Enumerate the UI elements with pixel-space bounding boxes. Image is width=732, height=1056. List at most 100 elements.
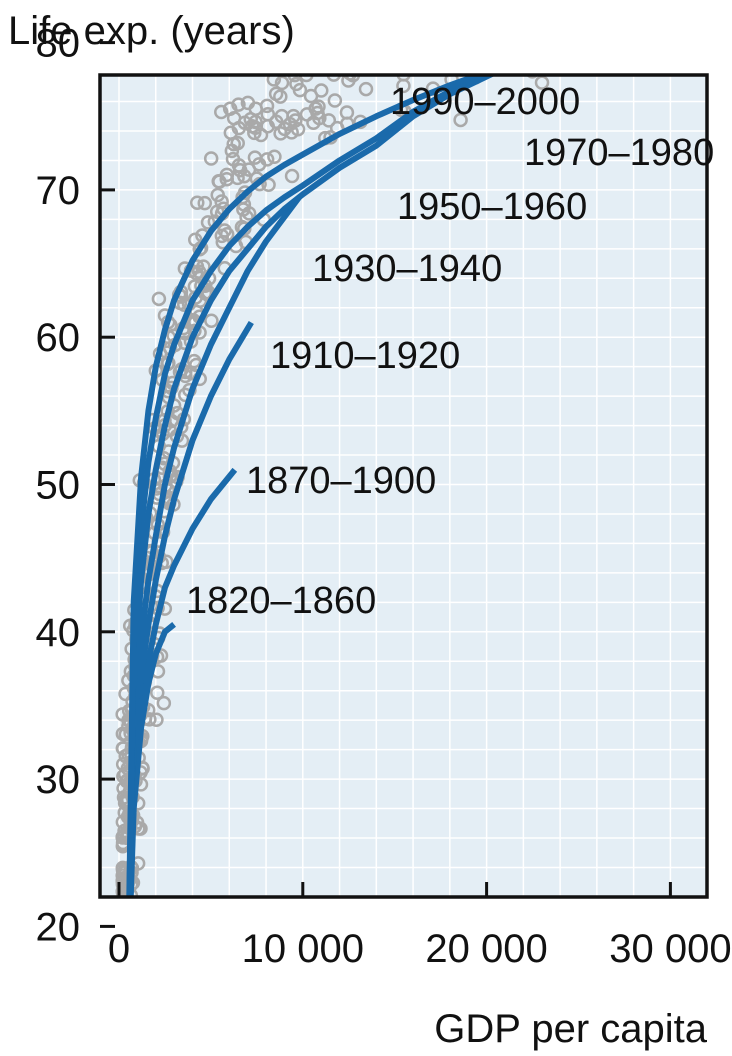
scatter-point xyxy=(579,25,591,37)
scatter-point xyxy=(495,9,507,21)
scatter-point xyxy=(362,52,374,64)
scatter-point xyxy=(441,37,453,49)
scatter-point xyxy=(367,39,379,51)
scatter-point xyxy=(554,34,566,46)
scatter-point xyxy=(465,48,477,60)
scatter-point xyxy=(230,170,245,186)
scatter-point xyxy=(356,9,368,21)
scatter-point xyxy=(511,44,523,56)
scatter-point xyxy=(117,911,129,923)
scatter-point xyxy=(456,17,468,29)
scatter-point xyxy=(596,13,608,25)
scatter-point xyxy=(267,149,282,165)
scatter-point xyxy=(118,910,130,922)
scatter-point xyxy=(351,19,363,31)
scatter-point xyxy=(438,33,450,45)
y-tick-label: 40 xyxy=(36,611,81,655)
scatter-point xyxy=(326,75,342,82)
scatter-point xyxy=(582,44,594,56)
scatter-point xyxy=(548,38,560,50)
scatter-point xyxy=(456,26,468,38)
scatter-point xyxy=(388,28,400,40)
scatter-point xyxy=(240,95,256,111)
scatter-point xyxy=(226,136,241,152)
scatter-point xyxy=(417,26,429,38)
scatter-point xyxy=(191,264,207,279)
scatter-point xyxy=(581,44,593,56)
scatter-point xyxy=(533,15,545,27)
scatter-point xyxy=(403,17,415,29)
scatter-point xyxy=(396,75,411,82)
scatter-point xyxy=(402,42,414,54)
scatter-point xyxy=(502,9,514,21)
scatter-point xyxy=(587,9,599,21)
scatter-point xyxy=(424,57,436,69)
scatter-point xyxy=(339,105,355,120)
scatter-point xyxy=(489,12,501,24)
curve-label: 1870–1900 xyxy=(246,460,436,502)
scatter-point xyxy=(591,54,603,66)
scatter-point xyxy=(516,48,528,60)
scatter-point xyxy=(433,57,445,69)
scatter-point xyxy=(613,43,625,55)
scatter-point xyxy=(564,28,576,40)
scatter-point xyxy=(156,695,172,711)
x-axis-title: GDP per capita xyxy=(434,1007,707,1051)
scatter-point xyxy=(119,896,126,897)
scatter-point xyxy=(496,38,508,50)
scatter-point xyxy=(394,48,406,60)
scatter-point xyxy=(606,52,618,64)
scatter-point xyxy=(151,291,167,307)
scatter-point xyxy=(327,93,343,108)
scatter-point xyxy=(576,22,588,34)
scatter-point xyxy=(391,36,403,48)
scatter-point xyxy=(598,38,610,50)
scatter-point xyxy=(506,24,518,36)
scatter-point xyxy=(599,9,611,21)
scatter-point xyxy=(619,33,631,45)
scatter-point xyxy=(409,27,421,39)
scatter-point xyxy=(197,195,213,211)
scatter-point xyxy=(546,10,558,22)
scatter-point xyxy=(349,58,361,70)
scatter-point xyxy=(118,902,130,914)
scatter-point xyxy=(475,20,487,32)
scatter-point xyxy=(535,27,547,39)
scatter-point xyxy=(568,48,580,60)
scatter-point xyxy=(610,9,622,21)
scatter-point xyxy=(391,36,403,48)
scatter-point xyxy=(359,8,371,20)
scatter-point xyxy=(578,44,590,56)
scatter-point xyxy=(292,82,308,98)
scatter-point xyxy=(200,215,216,230)
x-tick-label: 10 000 xyxy=(242,927,364,971)
scatter-point xyxy=(525,10,537,22)
scatter-point xyxy=(237,168,252,184)
scatter-point xyxy=(244,118,260,134)
scatter-point xyxy=(572,30,584,42)
scatter-point xyxy=(521,24,533,36)
scatter-point xyxy=(612,18,624,30)
scatter-point xyxy=(259,98,275,114)
scatter-point xyxy=(321,113,337,128)
scatter-point xyxy=(451,23,463,35)
scatter-point xyxy=(544,22,556,34)
scatter-point xyxy=(358,81,374,97)
scatter-point xyxy=(620,20,632,32)
scatter-point xyxy=(285,52,297,64)
scatter-point xyxy=(532,39,544,51)
curve-line xyxy=(126,195,302,897)
scatter-point xyxy=(332,51,344,63)
scatter-point xyxy=(237,115,253,130)
scatter-point xyxy=(421,27,433,39)
scatter-point xyxy=(455,34,467,46)
scatter-point xyxy=(281,54,293,66)
scatter-point xyxy=(542,35,554,47)
x-tick-label: 30 000 xyxy=(609,927,731,971)
scatter-point xyxy=(303,58,315,70)
scatter-point xyxy=(116,893,129,897)
scatter-point xyxy=(606,28,618,40)
scatter-point xyxy=(473,16,485,28)
scatter-point xyxy=(266,75,282,87)
scatter-point xyxy=(428,55,440,67)
